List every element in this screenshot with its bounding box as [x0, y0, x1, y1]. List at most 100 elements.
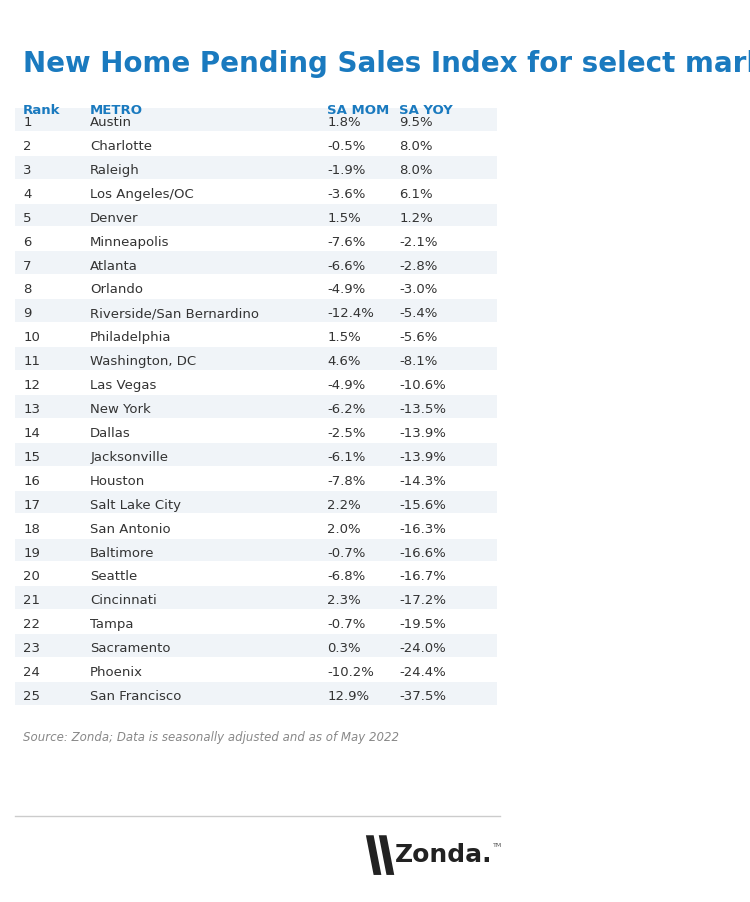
Text: Cincinnati: Cincinnati	[90, 594, 157, 607]
Text: -24.4%: -24.4%	[400, 667, 446, 679]
Text: Source: Zonda; Data is seasonally adjusted and as of May 2022: Source: Zonda; Data is seasonally adjust…	[23, 732, 399, 744]
Text: -4.9%: -4.9%	[327, 283, 365, 297]
Text: 9.5%: 9.5%	[400, 116, 433, 129]
Text: -6.1%: -6.1%	[327, 451, 365, 464]
Text: 1.5%: 1.5%	[327, 331, 361, 345]
Text: Zonda.: Zonda.	[394, 843, 492, 867]
Text: -12.4%: -12.4%	[327, 308, 374, 320]
Text: -13.5%: -13.5%	[400, 403, 446, 416]
Text: Denver: Denver	[90, 212, 139, 225]
FancyBboxPatch shape	[16, 491, 497, 513]
Text: Riverside/San Bernardino: Riverside/San Bernardino	[90, 308, 260, 320]
Text: -16.7%: -16.7%	[400, 570, 446, 584]
Text: 11: 11	[23, 355, 40, 368]
Text: -0.5%: -0.5%	[327, 140, 365, 153]
Text: -13.9%: -13.9%	[400, 451, 446, 464]
Text: -7.6%: -7.6%	[327, 235, 365, 249]
Text: 0.3%: 0.3%	[327, 642, 361, 655]
Text: 1.8%: 1.8%	[327, 116, 361, 129]
FancyBboxPatch shape	[16, 611, 497, 633]
Text: Austin: Austin	[90, 116, 132, 129]
Text: 6.1%: 6.1%	[400, 188, 433, 201]
Text: Minneapolis: Minneapolis	[90, 235, 170, 249]
Text: 8.0%: 8.0%	[400, 140, 433, 153]
Text: 18: 18	[23, 522, 40, 536]
Text: Philadelphia: Philadelphia	[90, 331, 172, 345]
Text: -1.9%: -1.9%	[327, 164, 365, 177]
Text: SA MOM: SA MOM	[327, 104, 389, 116]
Text: -13.9%: -13.9%	[400, 427, 446, 440]
Text: 6: 6	[23, 235, 32, 249]
Text: Washington, DC: Washington, DC	[90, 355, 196, 368]
Text: 15: 15	[23, 451, 40, 464]
Text: 2.2%: 2.2%	[327, 499, 361, 511]
FancyBboxPatch shape	[16, 347, 497, 370]
Text: -4.9%: -4.9%	[327, 379, 365, 392]
Text: Phoenix: Phoenix	[90, 667, 143, 679]
FancyBboxPatch shape	[16, 132, 497, 154]
Text: -8.1%: -8.1%	[400, 355, 438, 368]
FancyBboxPatch shape	[16, 395, 497, 418]
Text: -7.8%: -7.8%	[327, 474, 365, 488]
Text: -19.5%: -19.5%	[400, 619, 446, 631]
Text: Houston: Houston	[90, 474, 146, 488]
Text: 2.0%: 2.0%	[327, 522, 361, 536]
Text: Los Angeles/OC: Los Angeles/OC	[90, 188, 194, 201]
Text: 20: 20	[23, 570, 40, 584]
Text: -5.6%: -5.6%	[400, 331, 438, 345]
Text: 12: 12	[23, 379, 40, 392]
Text: -15.6%: -15.6%	[400, 499, 446, 511]
Text: -2.5%: -2.5%	[327, 427, 366, 440]
Polygon shape	[379, 835, 394, 875]
Text: 24: 24	[23, 667, 40, 679]
Text: 14: 14	[23, 427, 40, 440]
Text: 8.0%: 8.0%	[400, 164, 433, 177]
Text: 23: 23	[23, 642, 40, 655]
FancyBboxPatch shape	[16, 419, 497, 442]
FancyBboxPatch shape	[16, 179, 497, 202]
Text: 17: 17	[23, 499, 40, 511]
Text: 4.6%: 4.6%	[327, 355, 361, 368]
Text: -0.7%: -0.7%	[327, 547, 365, 559]
Text: -3.0%: -3.0%	[400, 283, 438, 297]
Text: -0.7%: -0.7%	[327, 619, 365, 631]
Text: Las Vegas: Las Vegas	[90, 379, 157, 392]
Text: Seattle: Seattle	[90, 570, 137, 584]
Text: 21: 21	[23, 594, 40, 607]
Text: -16.6%: -16.6%	[400, 547, 446, 559]
FancyBboxPatch shape	[16, 538, 497, 561]
Text: 19: 19	[23, 547, 40, 559]
Text: 5: 5	[23, 212, 32, 225]
Text: 8: 8	[23, 283, 32, 297]
Text: Baltimore: Baltimore	[90, 547, 154, 559]
Text: -17.2%: -17.2%	[400, 594, 446, 607]
FancyBboxPatch shape	[16, 682, 497, 704]
Text: 22: 22	[23, 619, 40, 631]
Text: 9: 9	[23, 308, 32, 320]
Text: TM: TM	[494, 842, 502, 848]
FancyBboxPatch shape	[16, 466, 497, 490]
FancyBboxPatch shape	[16, 658, 497, 681]
Text: 7: 7	[23, 260, 32, 272]
Text: METRO: METRO	[90, 104, 143, 116]
FancyBboxPatch shape	[16, 252, 497, 274]
FancyBboxPatch shape	[16, 371, 497, 394]
Text: -6.8%: -6.8%	[327, 570, 365, 584]
Text: 1.5%: 1.5%	[327, 212, 361, 225]
Text: 13: 13	[23, 403, 40, 416]
Text: Salt Lake City: Salt Lake City	[90, 499, 182, 511]
Text: -3.6%: -3.6%	[327, 188, 365, 201]
Text: 4: 4	[23, 188, 32, 201]
Text: New Home Pending Sales Index for select markets: New Home Pending Sales Index for select …	[23, 50, 750, 78]
Text: 25: 25	[23, 690, 40, 703]
Text: -6.2%: -6.2%	[327, 403, 365, 416]
Text: San Francisco: San Francisco	[90, 690, 182, 703]
Text: -2.8%: -2.8%	[400, 260, 438, 272]
Text: Charlotte: Charlotte	[90, 140, 152, 153]
Text: 10: 10	[23, 331, 40, 345]
Text: San Antonio: San Antonio	[90, 522, 171, 536]
Text: SA YOY: SA YOY	[400, 104, 453, 116]
Text: -10.2%: -10.2%	[327, 667, 374, 679]
Text: -14.3%: -14.3%	[400, 474, 446, 488]
Text: 12.9%: 12.9%	[327, 690, 369, 703]
